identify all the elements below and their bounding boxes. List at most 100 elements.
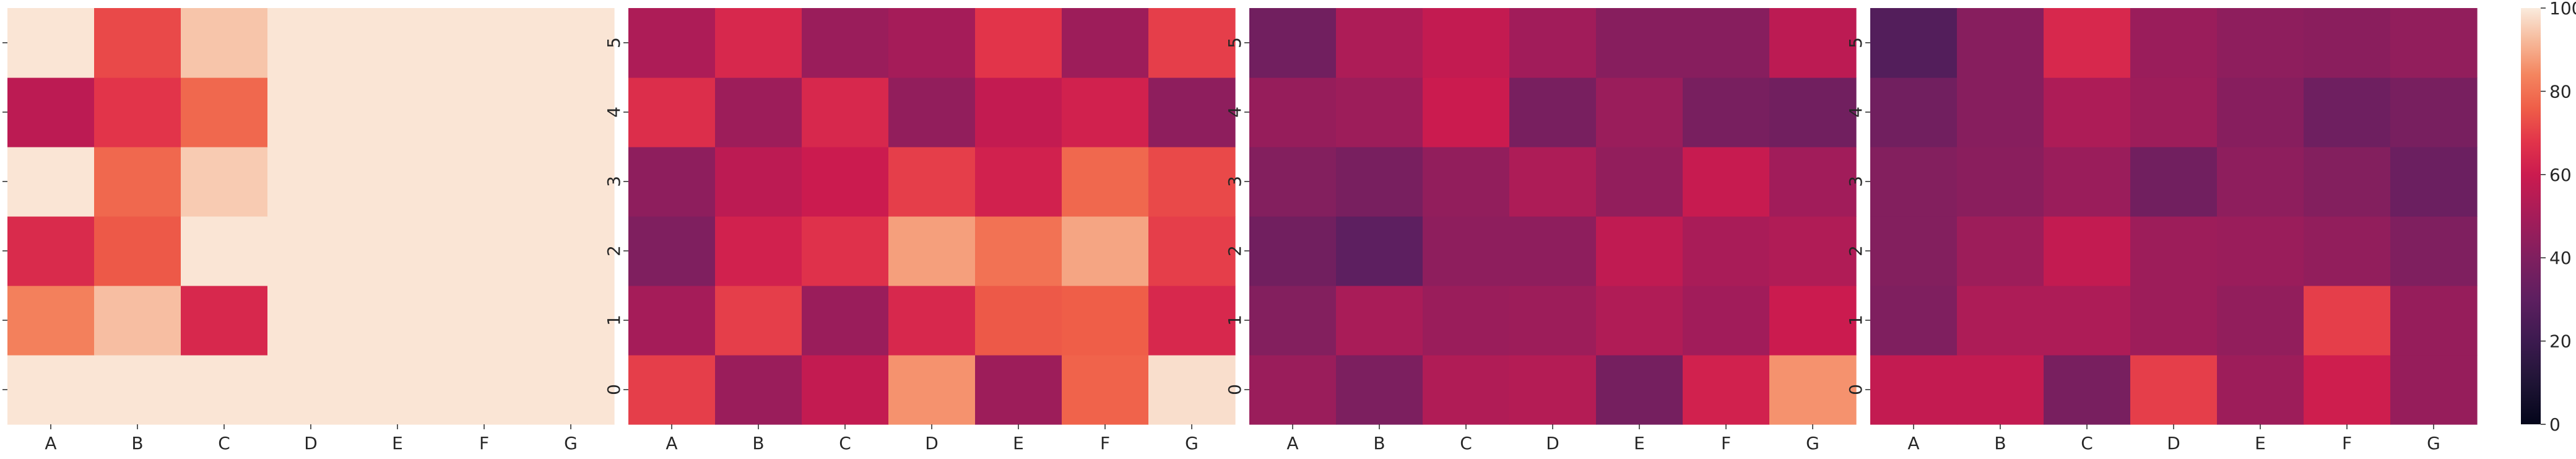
x-tick-label: E — [1634, 433, 1645, 453]
heatmap-cell — [2304, 77, 2391, 147]
y-tick-label: 1 — [604, 315, 624, 326]
heatmap-cell — [1870, 286, 1958, 356]
heatmap-cell — [1249, 286, 1337, 356]
y-tick-label: 3 — [1845, 176, 1866, 187]
heatmap-cell — [354, 147, 441, 217]
heatmap-cell — [628, 77, 716, 147]
heatmap-panel-4: A B C D E F G 0 1 2 3 4 5 — [1845, 8, 2478, 453]
x-tick-label: C — [1460, 433, 1472, 453]
colorbar-tick-label: 60 — [2549, 165, 2572, 185]
y-tick-label: 3 — [0, 176, 3, 187]
heatmap-cell — [354, 355, 441, 425]
heatmap-cell — [354, 216, 441, 286]
y-tick-label: 2 — [604, 245, 624, 256]
heatmap-cell — [354, 8, 441, 78]
heatmap-cell — [1423, 147, 1510, 217]
heatmap-cell — [2044, 286, 2131, 356]
heatmap-cell — [2130, 286, 2218, 356]
heatmap-cell — [888, 355, 976, 425]
heatmap-cell — [1509, 216, 1597, 286]
colorbar-gradient — [2521, 8, 2541, 424]
heatmap-cell — [267, 77, 355, 147]
heatmap-cell — [2304, 216, 2391, 286]
x-tick-label: D — [1546, 433, 1559, 453]
heatmap-cell — [2390, 286, 2478, 356]
heatmap-cell — [1683, 355, 1770, 425]
x-tick-label: A — [1907, 433, 1919, 453]
y-tick-label: 3 — [1225, 176, 1245, 187]
heatmap-cell — [975, 355, 1062, 425]
heatmap-cell — [94, 216, 181, 286]
heatmap-cell — [181, 8, 268, 78]
y-tick-label: 2 — [1845, 245, 1866, 256]
heatmap-cell — [7, 216, 95, 286]
heatmap-cell — [2044, 355, 2131, 425]
heatmap-cell — [1336, 77, 1423, 147]
heatmap-cell — [94, 8, 181, 78]
heatmap-cell — [1062, 355, 1149, 425]
heatmap-cell — [527, 355, 615, 425]
heatmap-cell — [888, 286, 976, 356]
heatmap-cell — [1683, 147, 1770, 217]
heatmap-cell — [7, 286, 95, 356]
heatmap-cell — [1148, 8, 1236, 78]
heatmap-cell — [2217, 147, 2304, 217]
heatmap-cell — [802, 8, 889, 78]
x-tick-label: E — [392, 433, 403, 453]
heatmap-cell — [2390, 77, 2478, 147]
heatmap-cell — [2044, 77, 2131, 147]
heatmap-cell — [975, 216, 1062, 286]
heatmap-cell — [267, 8, 355, 78]
heatmap-cell — [354, 286, 441, 356]
heatmap-cell — [1336, 286, 1423, 356]
heatmap-cell — [715, 355, 802, 425]
heatmap-cell — [7, 77, 95, 147]
heatmap-cell — [1957, 355, 2044, 425]
heatmap-cell — [2044, 8, 2131, 78]
heatmap-cell — [1062, 216, 1149, 286]
heatmap-cell — [1870, 8, 1958, 78]
x-tick-label: B — [131, 433, 143, 453]
heatmap-cell — [1683, 286, 1770, 356]
x-tick-label: E — [2255, 433, 2266, 453]
heatmap-cell — [94, 286, 181, 356]
y-tick-label: 4 — [0, 107, 3, 118]
heatmap-cell — [1249, 147, 1337, 217]
heatmap-cell — [1249, 216, 1337, 286]
heatmap-cell — [715, 216, 802, 286]
x-tick-label: B — [1373, 433, 1385, 453]
x-tick-label: G — [1185, 433, 1199, 453]
heatmap-cell — [628, 147, 716, 217]
x-tick-label: C — [2081, 433, 2093, 453]
heatmap-cell — [1423, 77, 1510, 147]
colorbar: 0 20 40 60 80 100 — [2521, 0, 2576, 435]
heatmap-cell — [441, 216, 528, 286]
heatmap-cell — [2130, 77, 2218, 147]
heatmap-cell — [94, 77, 181, 147]
y-tick-label: 2 — [0, 245, 3, 256]
heatmap-cell — [1870, 216, 1958, 286]
heatmap-cell — [2390, 8, 2478, 78]
heatmap-cell — [2130, 8, 2218, 78]
heatmap-cell — [2304, 8, 2391, 78]
x-tick-label: G — [2427, 433, 2440, 453]
heatmap-cell — [802, 147, 889, 217]
heatmap-cell — [441, 77, 528, 147]
heatmap-cell — [1769, 216, 1857, 286]
heatmap-cell — [181, 77, 268, 147]
heatmap-cell — [1509, 8, 1597, 78]
heatmap-cell — [181, 355, 268, 425]
heatmap-cell — [7, 8, 95, 78]
heatmap-cell — [715, 8, 802, 78]
colorbar-tick-label: 100 — [2549, 0, 2576, 19]
heatmap-cell — [1423, 216, 1510, 286]
heatmap-cell — [1870, 147, 1958, 217]
heatmap-cell — [1249, 8, 1337, 78]
heatmap-cell — [715, 286, 802, 356]
heatmap-cell — [1769, 147, 1857, 217]
heatmap-cell — [1148, 147, 1236, 217]
heatmap-cell — [975, 147, 1062, 217]
heatmap-cell — [1683, 8, 1770, 78]
x-tick-label: F — [1100, 433, 1110, 453]
x-tick-label: F — [2342, 433, 2352, 453]
